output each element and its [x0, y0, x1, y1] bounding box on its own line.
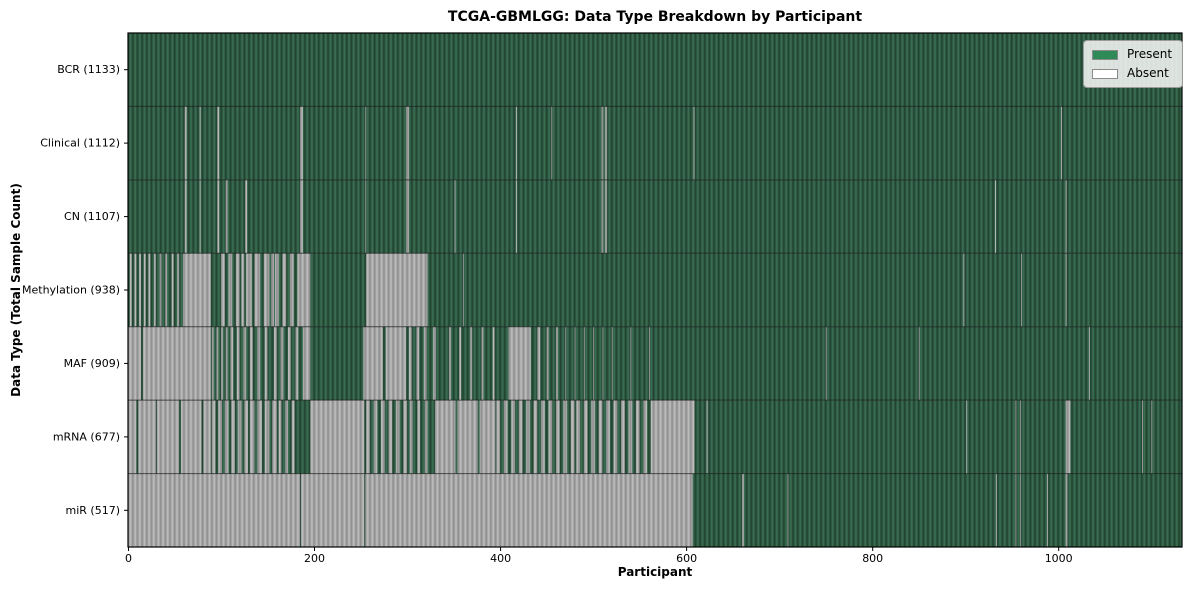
- row-Methylation: [128, 253, 1182, 327]
- absent-segments: [184, 179, 1067, 254]
- present-swatch: [1092, 49, 1118, 60]
- y-tick-label: CN (1107): [64, 210, 120, 223]
- y-tick-label: MAF (909): [64, 357, 120, 370]
- present-band: [128, 179, 1182, 254]
- present-band: [128, 33, 1182, 107]
- legend-item-present: Present: [1092, 48, 1172, 61]
- x-tick-label: 600: [676, 552, 697, 565]
- legend-item-absent: Absent: [1092, 67, 1172, 80]
- legend-label-absent: Absent: [1127, 66, 1169, 80]
- y-tick-label: Clinical (1112): [40, 137, 120, 150]
- row-MAF: [128, 326, 1182, 401]
- absent-segments: [128, 326, 1090, 401]
- legend-label-present: Present: [1127, 47, 1173, 61]
- absent-segments: [184, 106, 1062, 180]
- y-tick-label: BCR (1133): [57, 63, 120, 76]
- chart-title: TCGA-GBMLGG: Data Type Breakdown by Part…: [447, 9, 863, 25]
- y-tick-label: Methylation (938): [22, 284, 120, 297]
- x-axis-label: Participant: [617, 565, 693, 579]
- absent-segments: [129, 253, 1067, 327]
- present-band: [128, 106, 1182, 180]
- y-tick-label: miR (517): [66, 504, 121, 517]
- present-band: [128, 326, 1182, 401]
- x-tick-label: 0: [125, 552, 132, 565]
- row-mRNA: [128, 400, 1182, 474]
- x-tick-label: 800: [862, 552, 883, 565]
- y-tick-label: mRNA (677): [53, 430, 120, 443]
- row-BCR: [128, 33, 1182, 107]
- y-axis-label: Data Type (Total Sample Count): [9, 183, 23, 397]
- absent-swatch: [1092, 68, 1118, 79]
- row-CN: [128, 179, 1182, 254]
- legend: Present Absent: [1083, 40, 1184, 88]
- absent-segments: [128, 400, 1153, 474]
- row-Clinical: [128, 106, 1182, 180]
- absent-segments: [128, 473, 1068, 547]
- x-tick-label: 1000: [1045, 552, 1073, 565]
- row-miR: [128, 473, 1182, 547]
- x-tick-label: 400: [490, 552, 511, 565]
- x-tick-label: 200: [304, 552, 325, 565]
